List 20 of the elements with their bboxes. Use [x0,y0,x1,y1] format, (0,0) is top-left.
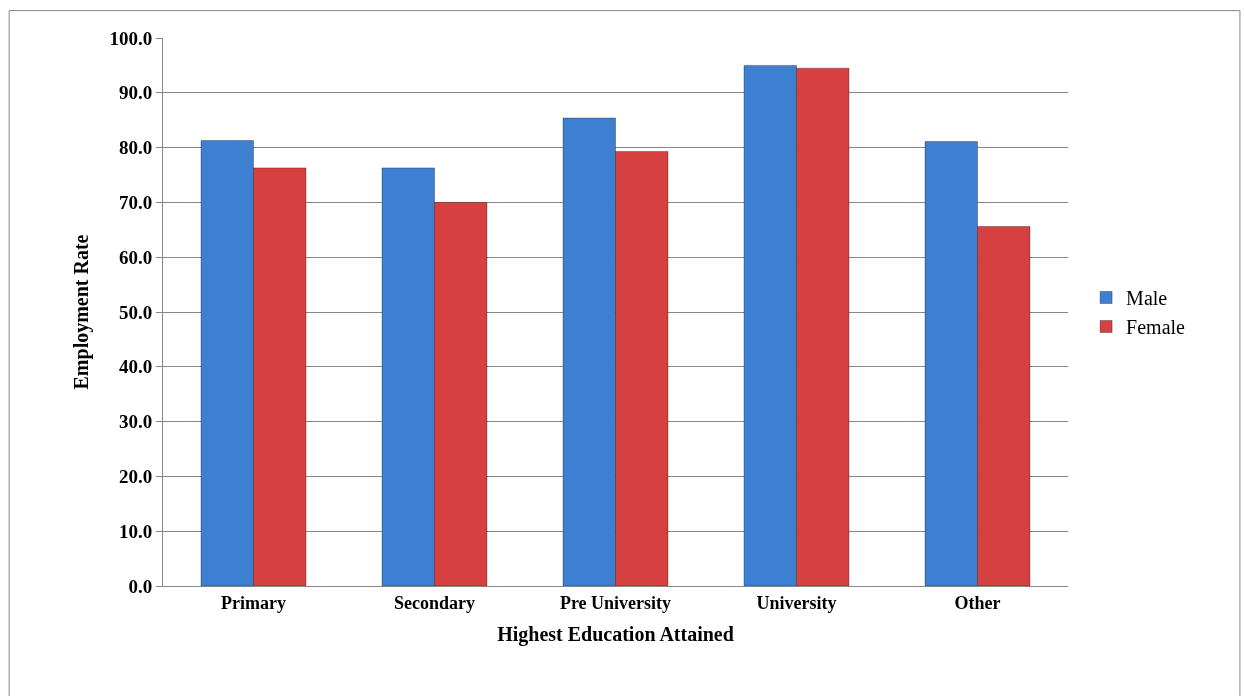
y-tick-label: 40.0 [118,356,153,378]
x-tick-label: Primary [221,592,286,613]
x-tick-label: Pre University [559,592,672,613]
y-tick-label: 0.0 [128,575,153,597]
y-tick-label: 50.0 [118,301,153,323]
y-tick-label: 20.0 [118,466,153,488]
y-tick-label: 60.0 [118,246,153,268]
y-tick-label: 70.0 [118,192,153,214]
legend-label: Male [1126,287,1168,310]
y-tick-label: 10.0 [118,520,153,542]
y-tick-label: 80.0 [118,137,153,159]
y-tick-label: 30.0 [118,411,153,433]
x-axis-title: Highest Education Attained [497,623,734,647]
y-tick-label: 100.0 [109,27,153,49]
x-tick-label: University [756,592,837,613]
y-axis-title: Employment Rate [69,234,93,390]
x-tick-label: Secondary [394,592,475,613]
x-tick-label: Other [954,592,1001,613]
legend-label: Female [1126,316,1186,339]
y-tick-label: 90.0 [118,82,153,104]
